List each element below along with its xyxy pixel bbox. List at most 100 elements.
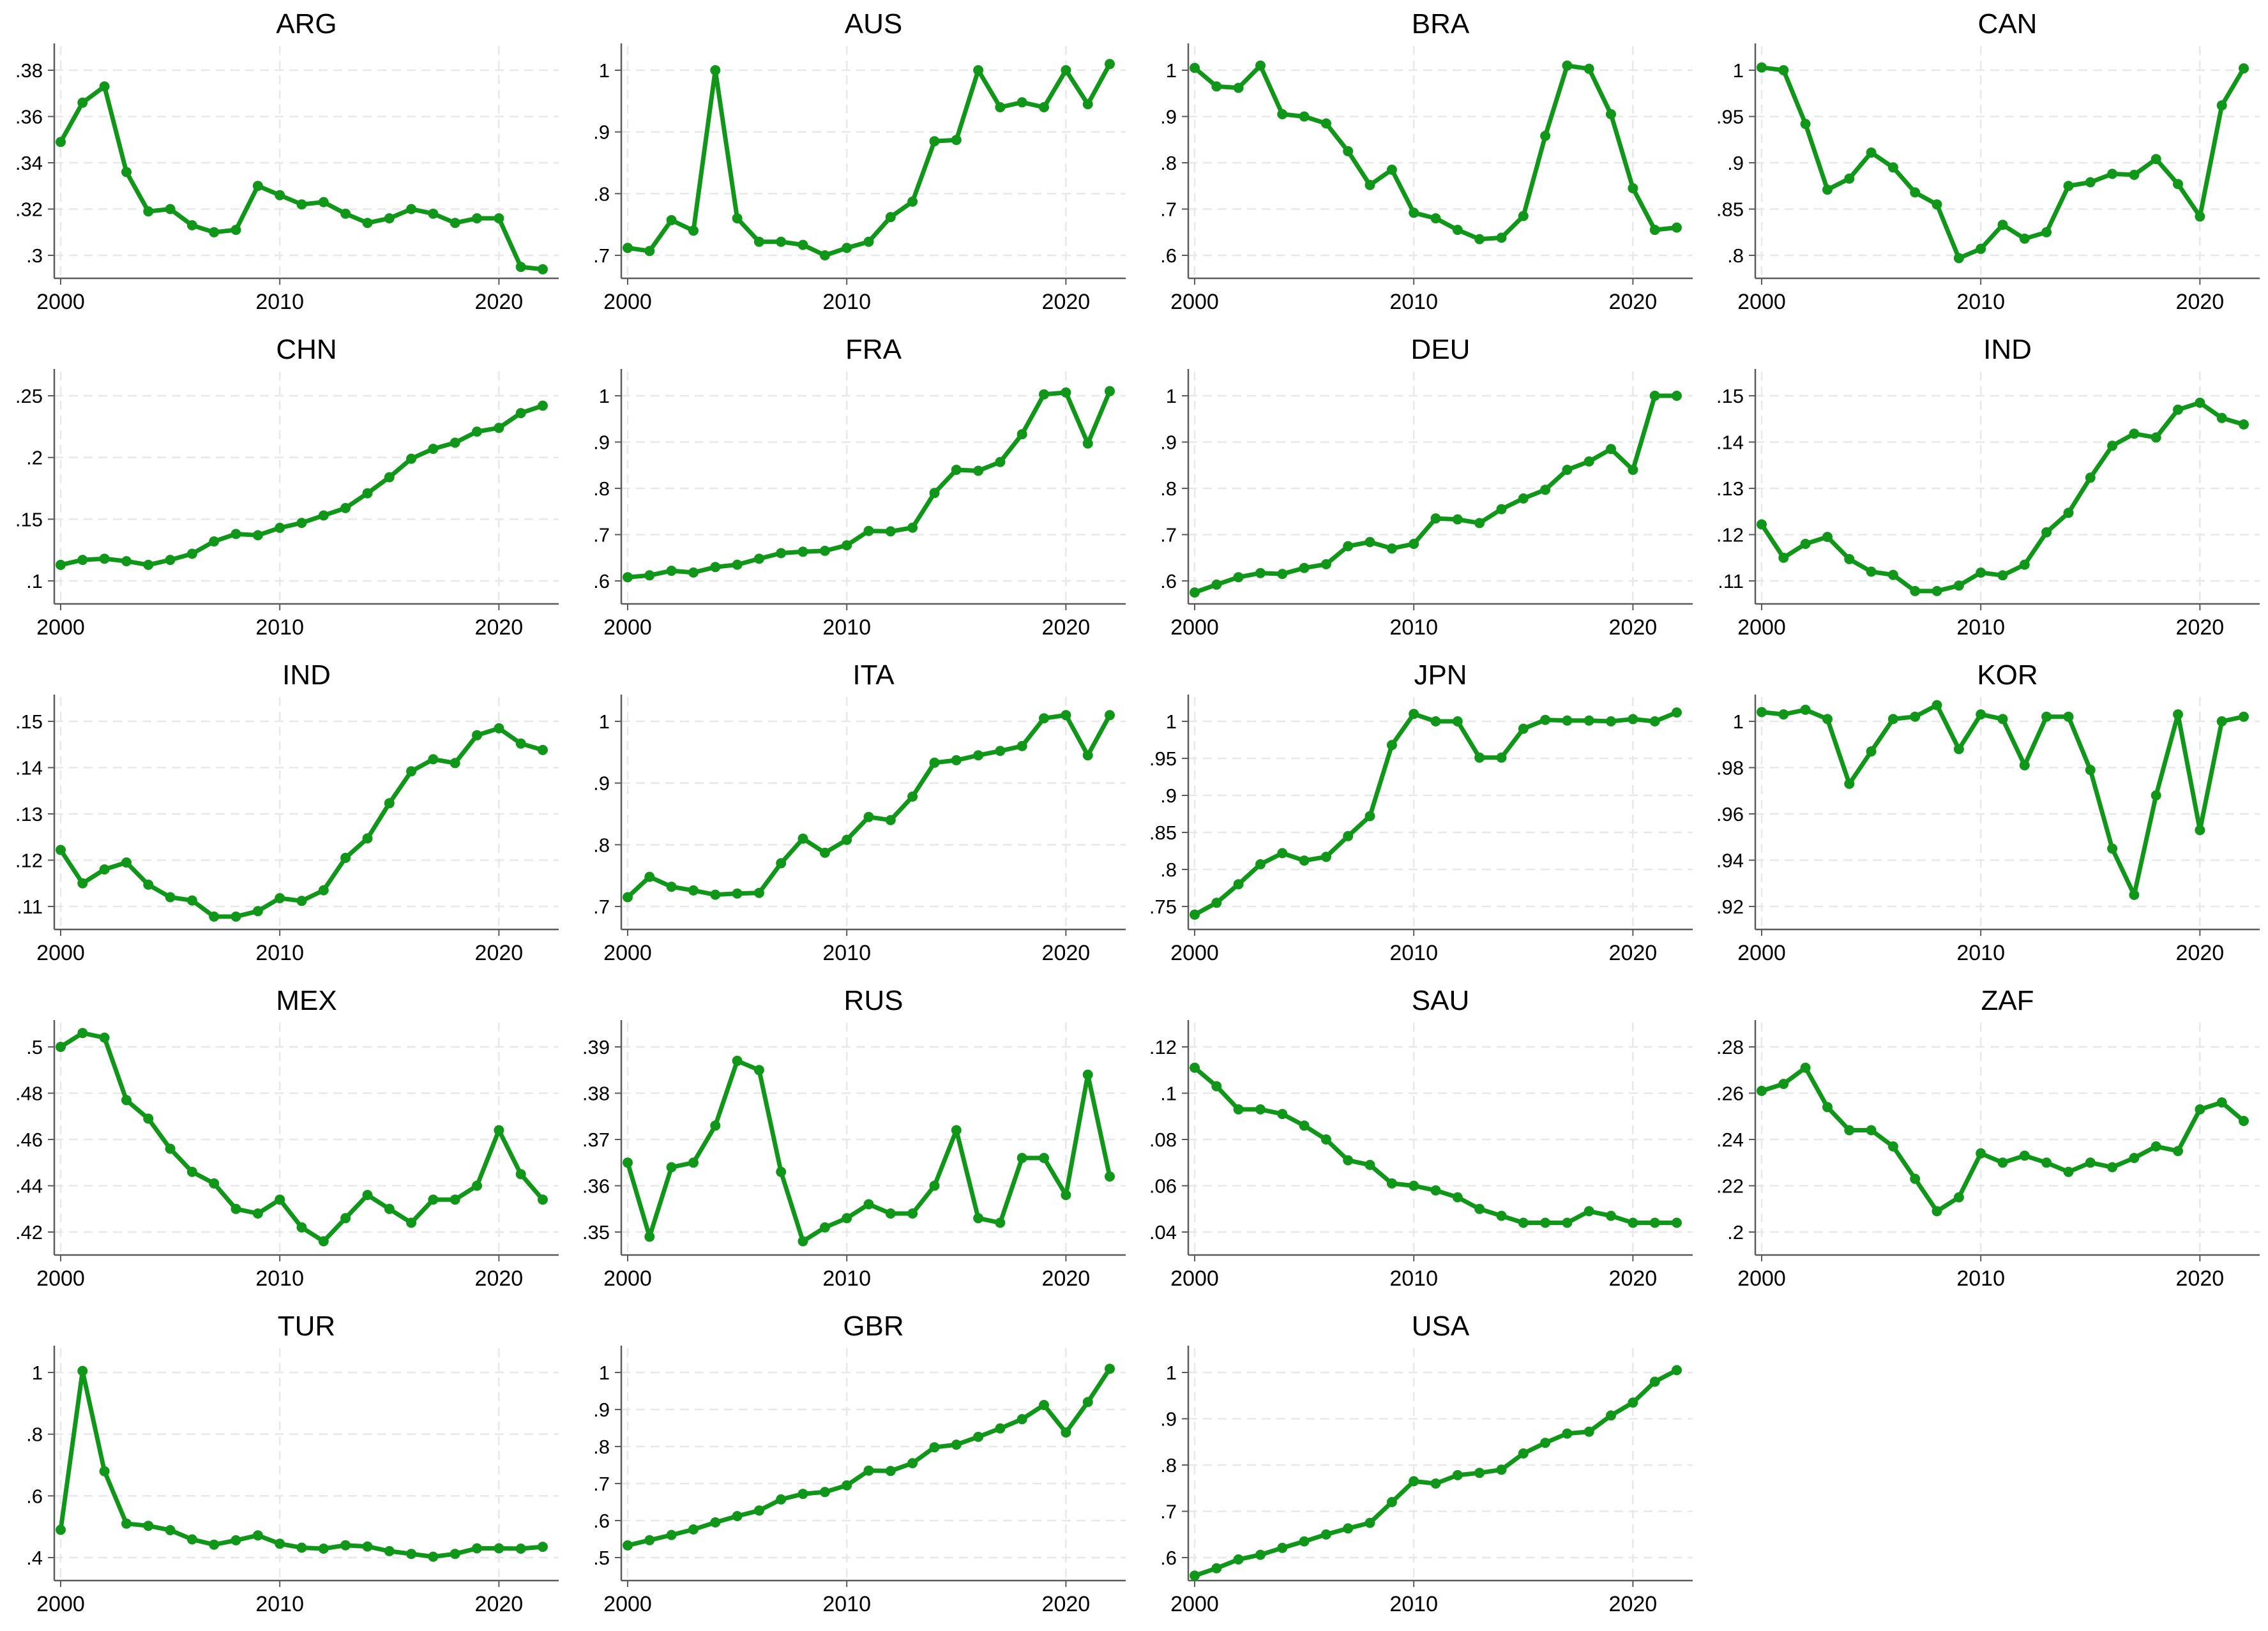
data-point	[1474, 234, 1485, 244]
y-tick-label: 1	[1166, 1362, 1177, 1384]
data-point	[753, 553, 764, 564]
y-tick-label: .42	[15, 1221, 43, 1244]
data-point	[428, 1551, 439, 1562]
data-point	[1672, 391, 1682, 401]
data-point	[929, 136, 940, 147]
data-point	[732, 1511, 743, 1521]
chart-title: ZAF	[1981, 985, 2034, 1016]
data-point	[819, 250, 830, 260]
data-point	[494, 1543, 504, 1554]
y-tick-label: .7	[1160, 1501, 1177, 1523]
data-point	[1778, 1079, 1789, 1089]
data-point	[1518, 493, 1529, 504]
y-tick-label: .8	[593, 834, 610, 856]
data-point	[362, 1541, 373, 1552]
x-tick-label: 2000	[1170, 290, 1219, 314]
data-point	[77, 97, 88, 108]
data-point	[1866, 147, 1877, 158]
data-point	[1518, 1217, 1529, 1228]
data-point	[666, 214, 677, 225]
y-tick-label: .7	[1160, 199, 1177, 221]
data-point	[1365, 179, 1375, 190]
x-tick-label: 2020	[2176, 290, 2225, 314]
data-point	[688, 567, 699, 578]
data-point	[753, 1505, 764, 1516]
data-point	[623, 1157, 633, 1168]
x-tick-label: 2020	[1609, 1592, 1658, 1616]
data-point	[538, 264, 548, 274]
x-tick-label: 2000	[603, 1592, 652, 1616]
data-point	[1039, 713, 1049, 724]
y-tick-label: .24	[1716, 1129, 1744, 1151]
data-point	[515, 408, 526, 419]
y-tick-label: .37	[582, 1129, 610, 1151]
data-point	[951, 135, 962, 146]
data-point	[2019, 559, 2030, 570]
data-point	[1320, 1134, 1331, 1145]
data-point	[165, 1143, 176, 1154]
data-point	[929, 488, 940, 499]
data-point	[2216, 716, 2227, 726]
data-point	[1299, 855, 1310, 866]
data-point	[275, 1538, 285, 1549]
data-point	[2151, 790, 2161, 800]
data-point	[275, 522, 285, 533]
data-point	[1211, 898, 1222, 908]
data-point	[99, 1466, 110, 1477]
data-point	[1409, 709, 1419, 719]
y-tick-label: .7	[1160, 524, 1177, 546]
y-tick-label: .14	[15, 757, 43, 779]
data-point	[776, 548, 787, 559]
data-point	[1299, 111, 1310, 122]
data-point	[450, 218, 460, 229]
data-point	[472, 213, 482, 223]
data-point	[776, 236, 787, 247]
data-point	[1386, 543, 1397, 554]
data-point	[644, 871, 655, 882]
data-point	[1082, 99, 1093, 110]
y-tick-label: .13	[1716, 477, 1744, 500]
data-point	[2041, 1157, 2052, 1168]
data-point	[1778, 65, 1789, 75]
subplot-cell-IND: .11 .12 .13 .14 .15 2000 2010 2020 IND	[1701, 326, 2268, 651]
data-point	[1082, 438, 1093, 449]
y-tick-label: .6	[26, 1485, 43, 1507]
data-point	[666, 1162, 677, 1173]
data-point	[362, 218, 373, 229]
subplot-cell-JPN: .75 .8 .85 .9 .95 1 2000 2010 2020 JPN	[1134, 651, 1701, 977]
data-point	[318, 510, 329, 521]
data-point	[885, 1466, 896, 1477]
data-point	[472, 1180, 482, 1191]
data-point	[1277, 569, 1288, 580]
data-point	[1452, 1469, 1463, 1480]
y-tick-label: .38	[582, 1083, 610, 1105]
data-point	[1386, 1497, 1397, 1507]
data-point	[1932, 199, 1942, 210]
y-tick-label: .7	[593, 1473, 610, 1495]
data-point	[318, 1236, 329, 1247]
data-point	[1953, 1192, 1964, 1203]
data-point	[450, 1194, 460, 1205]
data-point	[231, 529, 241, 539]
data-point	[472, 426, 482, 437]
data-point	[2063, 1166, 2074, 1177]
data-point	[1430, 1478, 1441, 1489]
data-point	[340, 1540, 351, 1551]
x-tick-label: 2020	[475, 290, 524, 314]
data-point	[1277, 848, 1288, 859]
data-point	[472, 1543, 482, 1554]
data-point	[1822, 1102, 1833, 1113]
y-tick-label: .92	[1716, 896, 1744, 918]
data-point	[2151, 432, 2161, 443]
data-point	[1518, 211, 1529, 222]
data-point	[1299, 562, 1310, 573]
chart-title: MEX	[276, 985, 336, 1016]
y-tick-label: 1	[599, 59, 610, 82]
data-point	[362, 833, 373, 844]
chart-ARG: .3 .32 .34 .36 .38 2000 2010 2020 ARG	[15, 8, 559, 314]
chart-JPN: .75 .8 .85 .9 .95 1 2000 2010 2020 JPN	[1149, 659, 1693, 965]
data-point	[165, 892, 176, 903]
data-point	[2063, 507, 2074, 518]
y-tick-label: .44	[15, 1175, 43, 1198]
